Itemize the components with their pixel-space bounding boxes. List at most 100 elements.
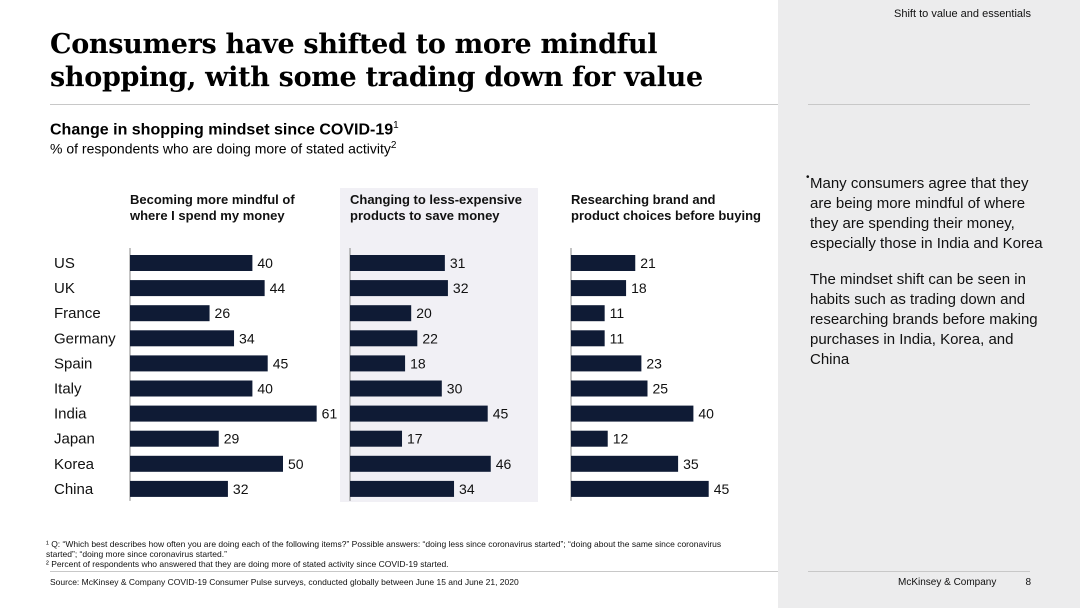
- takeaway-text: The mindset shift can be seen in habits …: [810, 271, 1038, 368]
- bar: [130, 255, 253, 271]
- bar: [350, 405, 488, 422]
- takeaway-text: Many consumers agree that they are being…: [810, 175, 1043, 252]
- category-label: Germany: [54, 330, 116, 347]
- sidebar-divider-top: [808, 104, 1030, 105]
- category-label: UK: [54, 280, 75, 297]
- chart-subtitle: % of respondents who are doing more of s…: [50, 140, 396, 157]
- data-label: 26: [215, 305, 231, 321]
- data-label: 25: [653, 381, 669, 397]
- data-label: 32: [233, 481, 249, 497]
- source-note: Source: McKinsey & Company COVID-19 Cons…: [50, 577, 519, 587]
- data-label: 11: [610, 305, 625, 321]
- data-label: 29: [224, 431, 240, 447]
- category-label: India: [54, 406, 87, 423]
- bar: [130, 405, 317, 422]
- data-label: 50: [288, 456, 304, 472]
- bullet-marker: •: [806, 172, 810, 183]
- brand-name: McKinsey & Company: [898, 577, 997, 588]
- key-takeaways: • Many consumers agree that they are bein…: [806, 173, 1050, 386]
- bar: [350, 255, 445, 271]
- bar: [571, 480, 709, 497]
- panel-title: product choices before buying: [571, 208, 761, 223]
- bar: [130, 355, 268, 372]
- data-label: 18: [631, 280, 647, 296]
- data-label: 32: [453, 280, 469, 296]
- category-label: Korea: [54, 456, 95, 473]
- page-number: 8: [1025, 577, 1031, 588]
- data-label: 34: [459, 481, 475, 497]
- data-label: 11: [610, 330, 625, 346]
- bar: [571, 330, 605, 347]
- chart-title: Change in shopping mindset since COVID-1…: [50, 120, 399, 139]
- data-label: 22: [422, 330, 438, 346]
- data-label: 21: [640, 255, 656, 271]
- data-label: 40: [698, 406, 714, 422]
- bar: [130, 380, 253, 397]
- data-label: 40: [257, 381, 273, 397]
- data-label: 23: [646, 355, 662, 371]
- takeaway-note: The mindset shift can be seen in habits …: [810, 270, 1050, 370]
- bar: [350, 355, 406, 372]
- data-label: 12: [613, 431, 629, 447]
- data-label: 20: [416, 305, 432, 321]
- bar: [130, 455, 283, 472]
- bar: [350, 280, 448, 297]
- data-label: 45: [714, 481, 730, 497]
- footnote: ¹ Q: “Which best describes how often you…: [46, 539, 722, 559]
- category-label: China: [54, 481, 94, 498]
- data-label: 45: [493, 406, 509, 422]
- category-label: France: [54, 305, 101, 322]
- bar: [571, 280, 627, 297]
- chart-title-footnote-mark: 1: [393, 120, 399, 131]
- data-label: 44: [270, 280, 286, 296]
- category-label: US: [54, 255, 75, 272]
- bar: [130, 480, 228, 497]
- bar: [130, 305, 210, 322]
- bar: [571, 255, 636, 271]
- footnotes: ¹ Q: “Which best describes how often you…: [46, 539, 746, 569]
- bar: [571, 455, 679, 472]
- data-label: 31: [450, 255, 466, 271]
- bar: [350, 480, 455, 497]
- sidebar-panel: [778, 0, 1080, 608]
- bar: [350, 305, 412, 322]
- footer-divider: [50, 571, 778, 572]
- bar: [350, 430, 403, 447]
- category-label: Japan: [54, 431, 95, 448]
- data-label: 40: [257, 255, 273, 271]
- takeaway-note: • Many consumers agree that they are bein…: [806, 173, 1050, 254]
- data-label: 18: [410, 355, 426, 371]
- category-label: Spain: [54, 355, 92, 372]
- section-label: Shift to value and essentials: [894, 8, 1031, 20]
- data-label: 17: [407, 431, 423, 447]
- category-label: Italy: [54, 381, 82, 398]
- bar: [130, 280, 265, 297]
- data-label: 61: [322, 406, 338, 422]
- bar: [350, 455, 491, 472]
- panel-title: Changing to less-expensive: [350, 192, 522, 207]
- data-label: 30: [447, 381, 463, 397]
- bar: [571, 355, 642, 372]
- bar: [350, 380, 442, 397]
- data-label: 46: [496, 456, 512, 472]
- data-label: 34: [239, 330, 255, 346]
- chart-subtitle-footnote-mark: 2: [390, 140, 397, 151]
- data-label: 45: [273, 355, 289, 371]
- bar: [571, 305, 605, 322]
- chart-subtitle-text: % of respondents who are doing more of s…: [50, 140, 391, 157]
- title-divider: [50, 104, 778, 105]
- panel-title: products to save money: [350, 208, 500, 223]
- bar: [130, 430, 219, 447]
- footnote: ² Percent of respondents who answered th…: [46, 559, 449, 569]
- page-title: Consumers have shifted to more mindful s…: [50, 29, 703, 93]
- bar: [130, 330, 235, 347]
- panel-title: Researching brand and: [571, 192, 716, 207]
- data-label: 35: [683, 456, 699, 472]
- bar: [571, 430, 608, 447]
- panel-title: Becoming more mindful of: [130, 192, 295, 207]
- bar-chart: US UK France Germany Spain Italy India Japan Kor…: [54, 188, 761, 502]
- bar: [571, 405, 694, 422]
- chart-title-text: Change in shopping mindset since COVID-1…: [50, 121, 394, 139]
- panel-title: where I spend my money: [129, 208, 285, 223]
- bar: [350, 330, 418, 347]
